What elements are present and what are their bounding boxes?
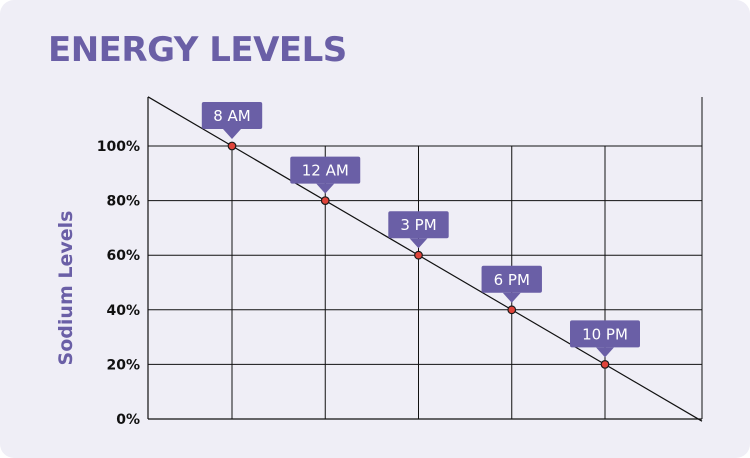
callout-label: 6 PM: [494, 271, 530, 289]
data-point: [507, 305, 517, 315]
y-tick-label: 40%: [106, 303, 140, 319]
data-point: [227, 141, 237, 151]
y-tick-label: 0%: [116, 412, 140, 428]
data-points: 8 AM 12 AM 3 PM 6 PM 10 PM: [201, 102, 640, 369]
callout-box: [388, 211, 449, 239]
data-point-group: 3 PM: [388, 211, 449, 260]
y-tick-label: 100%: [97, 139, 140, 155]
data-point-group: 12 AM: [290, 156, 361, 206]
data-point: [600, 360, 610, 369]
trend-line: [147, 96, 703, 422]
callout-pointer: [502, 292, 521, 303]
callout-pointer: [409, 238, 428, 249]
y-tick-labels: 0% 20% 40% 60% 80% 100%: [97, 139, 140, 428]
callout-label: 12 AM: [302, 162, 349, 180]
data-point-group: 6 PM: [481, 265, 542, 315]
callout-label: 3 PM: [400, 216, 436, 234]
y-axis-label: Sodium Levels: [55, 211, 77, 366]
axes: [147, 97, 703, 420]
callout-pointer: [596, 347, 614, 358]
grid-lines: [148, 145, 702, 419]
data-point-group: 10 PM: [570, 320, 640, 369]
data-point: [414, 250, 423, 260]
callout-box: [481, 265, 542, 293]
callout-box: [201, 102, 263, 129]
chart-title: ENERGY LEVELS: [48, 30, 347, 70]
data-point-group: 8 AM: [201, 102, 263, 151]
data-point: [320, 196, 330, 206]
trend-line-group: [147, 96, 703, 422]
callout-label: 8 AM: [213, 107, 251, 125]
callout-box: [290, 156, 361, 184]
y-tick-label: 80%: [106, 194, 140, 210]
callout-pointer: [316, 183, 335, 194]
y-tick-label: 60%: [106, 248, 140, 264]
callout-label: 10 PM: [582, 325, 628, 343]
callout-pointer: [223, 129, 241, 139]
y-tick-label: 20%: [106, 357, 140, 373]
callout-box: [570, 320, 640, 348]
